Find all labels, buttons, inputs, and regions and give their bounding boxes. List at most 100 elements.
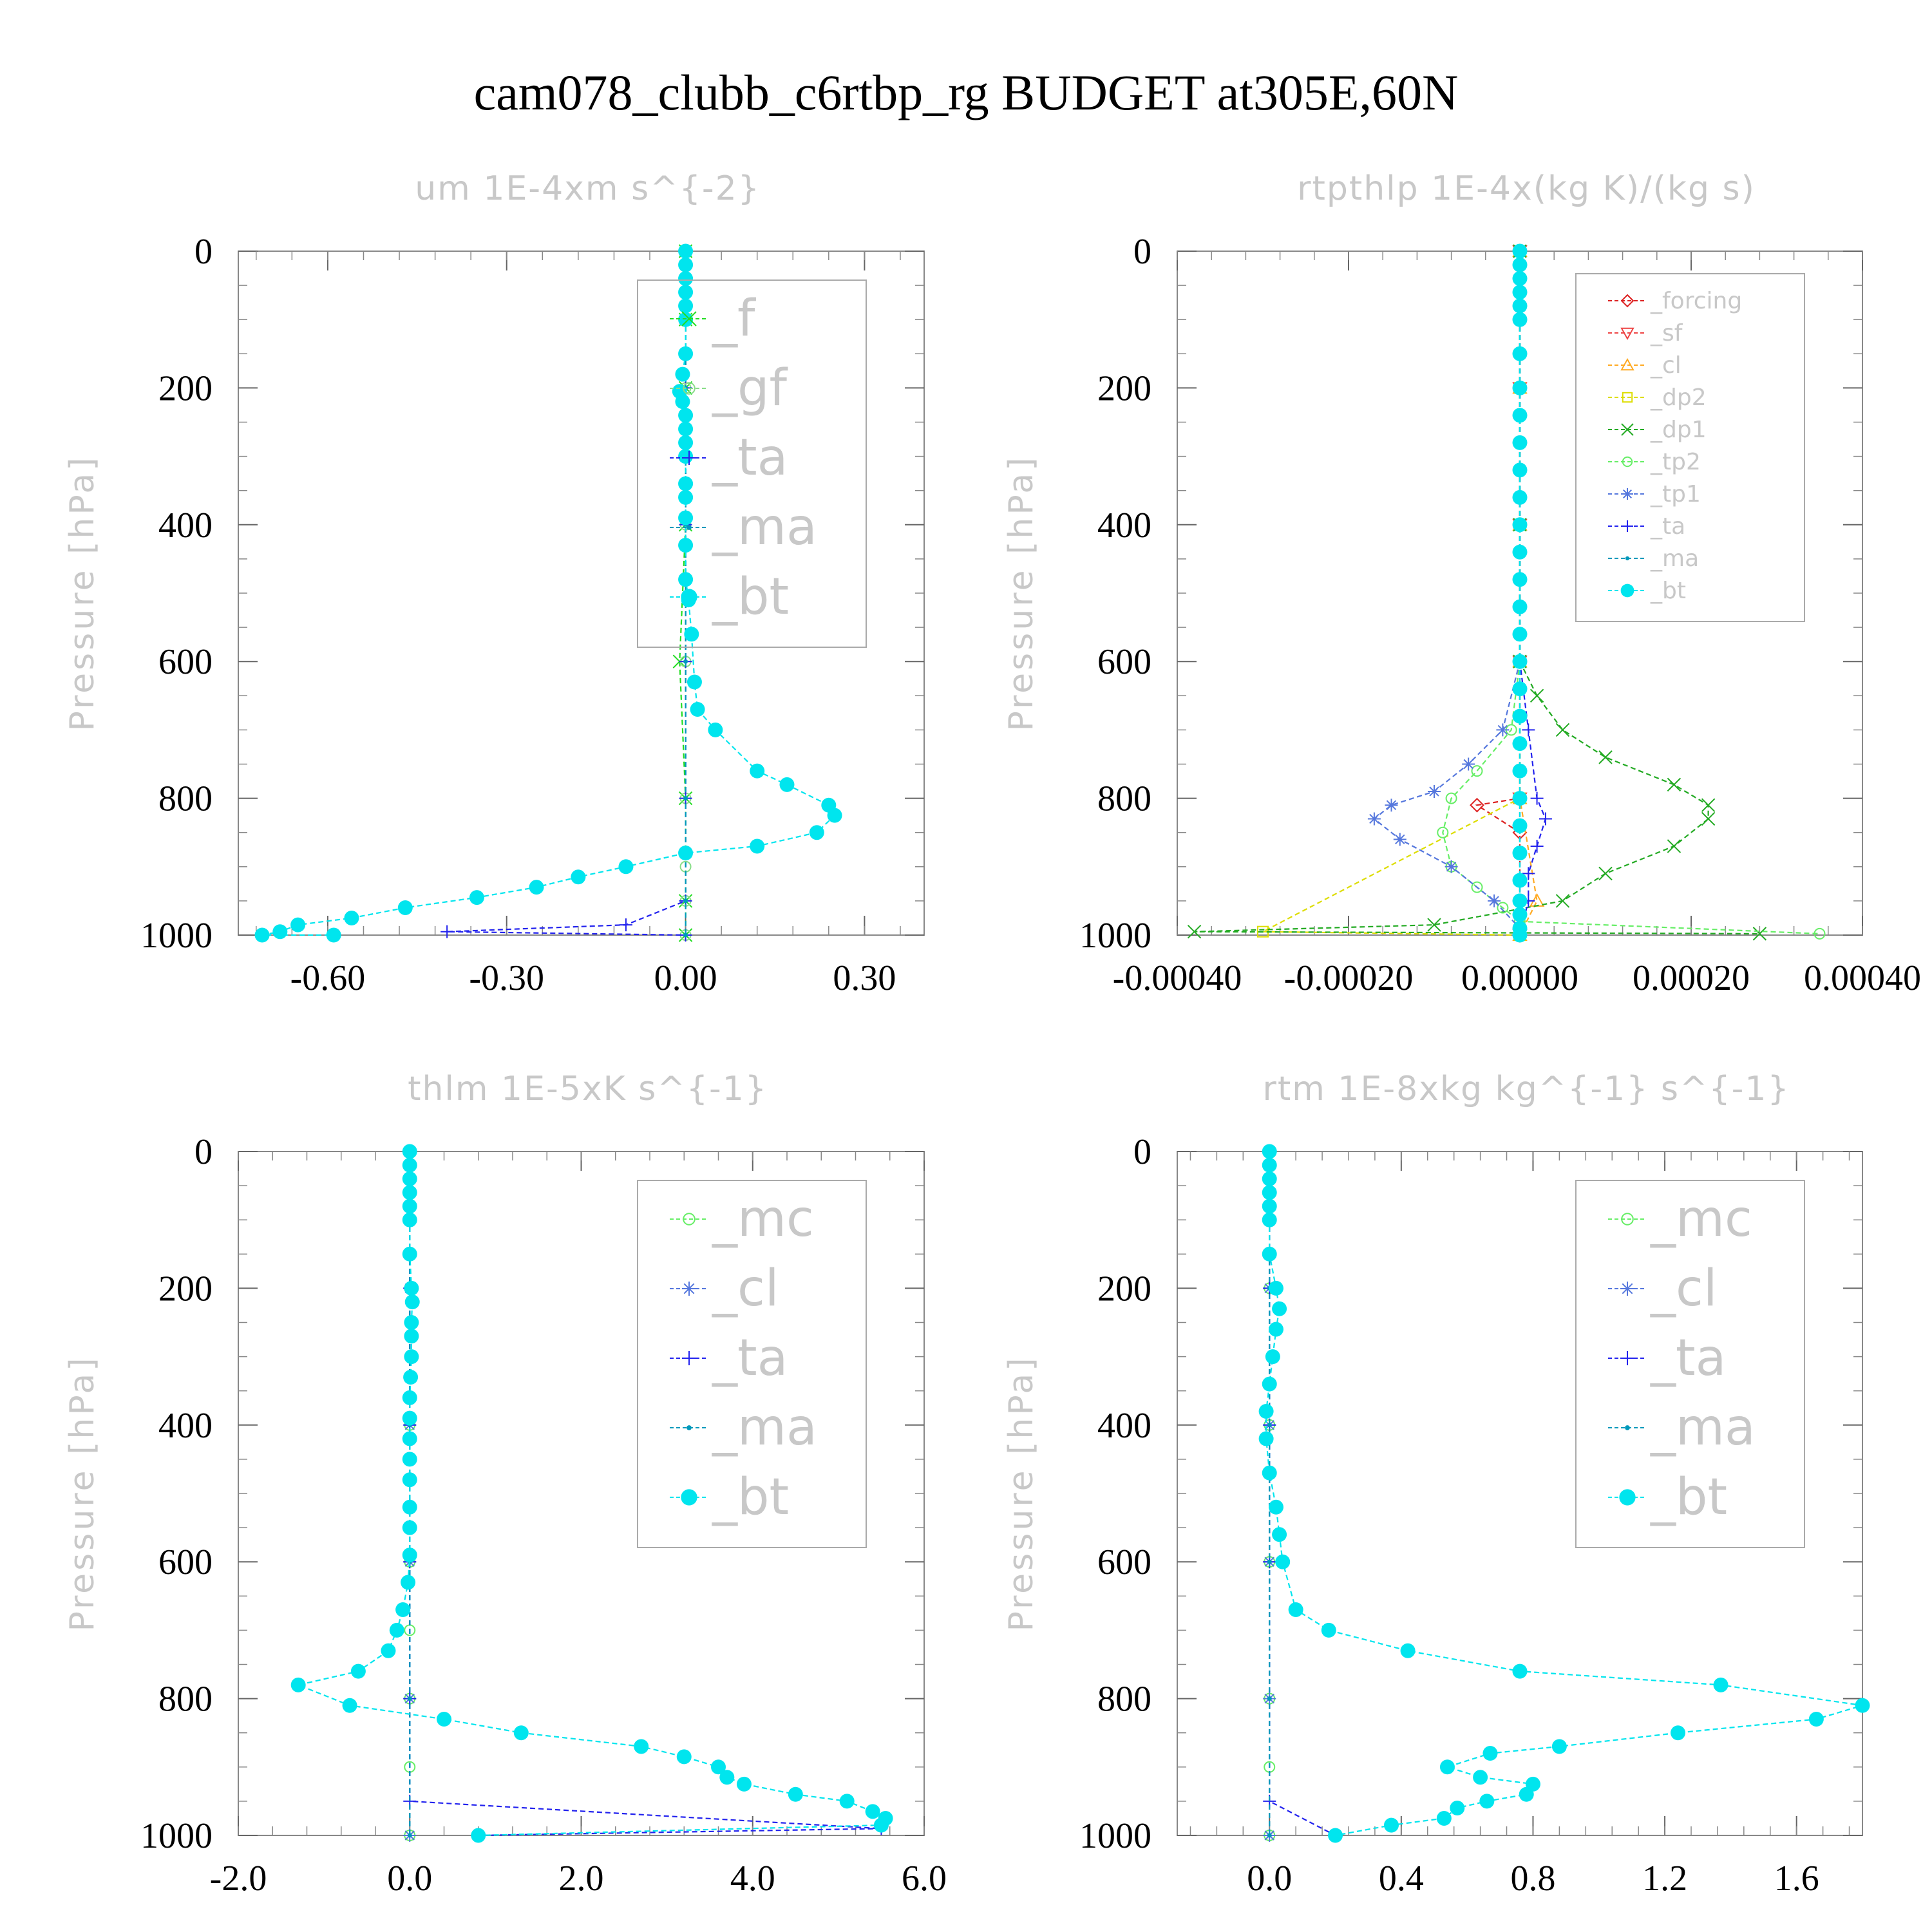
- y-tick-label: 1000: [1079, 916, 1151, 956]
- series-bt-point: [402, 1212, 417, 1227]
- x-tick-label: -0.60: [290, 958, 366, 998]
- y-tick-label: 600: [1097, 1542, 1151, 1582]
- series-group: [290, 1144, 893, 1843]
- series-ma-point: [683, 933, 688, 938]
- legend-ta-label: _ta: [1650, 513, 1685, 540]
- series-bt-point: [1400, 1643, 1416, 1658]
- series-dp1-point: [1555, 894, 1570, 908]
- x-tick-label: -2.0: [210, 1859, 267, 1899]
- legend-ta-label: _ta: [712, 429, 788, 487]
- x-tick-label: 0.0: [1247, 1859, 1292, 1899]
- legend-dp1-marker: [1621, 423, 1634, 436]
- y-axis-label: Pressure [hPa]: [1002, 1356, 1041, 1632]
- series-bt-point: [675, 394, 690, 410]
- series-bt-point: [1272, 1301, 1287, 1316]
- series-tp1-point: [1488, 894, 1501, 907]
- y-tick-label: 800: [1097, 1680, 1151, 1719]
- y-tick-label: 800: [1097, 779, 1151, 819]
- series-bt-point: [381, 1643, 396, 1658]
- series-bt-point: [678, 243, 694, 259]
- series-bt-point: [1262, 1376, 1277, 1392]
- legend-forcing-marker: [1620, 294, 1634, 308]
- legend-box: [637, 1180, 867, 1548]
- series-bt-point: [1268, 1321, 1283, 1337]
- series-bt-point: [678, 298, 694, 314]
- legend-dp2-label: _dp2: [1650, 384, 1707, 411]
- series-bt-point: [1512, 893, 1528, 909]
- legend-tp1-label: _tp1: [1650, 481, 1701, 507]
- legend-tp1-marker: [1622, 488, 1633, 500]
- series-bt-point: [404, 1294, 420, 1310]
- legend-ma-label: _ma: [1650, 545, 1699, 572]
- series-tp1-point: [1428, 784, 1441, 798]
- x-tick-label: 0.0: [387, 1859, 432, 1899]
- series-tp1-point: [1462, 757, 1475, 771]
- series-bt-point: [1512, 243, 1528, 259]
- panel-title: rtm 1E-8xkg kg^{-1} s^{-1}: [1262, 1070, 1790, 1108]
- series-bt-point: [1713, 1677, 1728, 1692]
- series-bt-point: [404, 1349, 419, 1365]
- series-bt-point: [1671, 1725, 1686, 1741]
- series-bt-point: [469, 890, 484, 905]
- series-bt-point: [402, 1472, 417, 1488]
- series-bt-point: [687, 674, 702, 690]
- series-ta-point: [440, 925, 454, 938]
- y-tick-label: 1000: [1079, 1816, 1151, 1856]
- y-tick-label: 1000: [140, 916, 213, 956]
- series-bt-point: [1321, 1622, 1336, 1638]
- series-bt-point: [873, 1817, 889, 1833]
- x-tick-label: 4.0: [730, 1859, 775, 1899]
- legend-bt-marker: [681, 1489, 697, 1506]
- series-bt-point: [389, 1622, 404, 1638]
- legend-mc-marker: [683, 1213, 696, 1226]
- series-bt-point: [678, 285, 694, 300]
- y-tick-label: 200: [1097, 1269, 1151, 1309]
- series-tp1-point: [1367, 812, 1381, 826]
- series-tp1-point: [1393, 833, 1406, 846]
- series-bt-point: [678, 572, 694, 587]
- legend-forcing-label: _forcing: [1650, 288, 1742, 314]
- legend-cl-marker: [1620, 1282, 1634, 1296]
- series-ta-point: [1522, 867, 1535, 880]
- series-bt-point: [1512, 380, 1528, 395]
- x-tick-label: 1.2: [1642, 1859, 1687, 1899]
- series-tp2-point: [1471, 881, 1483, 893]
- legend: _forcing _sf _cl _dp2 _dp1 _tp2 _tp1 _ta _ma _bt: [1575, 273, 1805, 622]
- series-dp1-point: [1427, 918, 1441, 932]
- series-bt-point: [1482, 1746, 1498, 1761]
- series-dp1-point: [1598, 866, 1613, 881]
- legend: _mc _cl _ta _ma _bt: [1575, 1180, 1805, 1548]
- series-bt-point: [1512, 681, 1528, 697]
- series-tp2-point: [1471, 765, 1483, 777]
- series-bt-point: [1262, 1171, 1277, 1186]
- legend-ma-marker: [687, 525, 692, 530]
- legend-ta-marker: [682, 1351, 696, 1365]
- series-bt-point: [404, 1280, 419, 1296]
- series-bt-point: [1512, 462, 1528, 478]
- y-tick-label: 600: [1097, 642, 1151, 682]
- panel-2: rtpthlp 1E-4x(kg K)/(kg s) Pressure [hPa]…: [1002, 169, 1921, 998]
- y-tick-label: 400: [158, 1406, 213, 1446]
- legend-cl-label: _cl: [1650, 1260, 1718, 1318]
- y-tick-label: 400: [158, 506, 213, 545]
- y-tick-label: 200: [1097, 368, 1151, 408]
- legend-ma-label: _ma: [712, 1399, 817, 1457]
- legend-ta-label: _ta: [712, 1329, 788, 1387]
- series-dp1-point: [1667, 777, 1681, 792]
- series-bt-point: [711, 1759, 726, 1775]
- series-bt-point: [395, 1602, 411, 1618]
- y-tick-label: 600: [158, 1542, 213, 1582]
- panel-title: um 1E-4xm s^{-2}: [415, 169, 761, 208]
- legend-cl-label: _cl: [712, 1260, 779, 1318]
- series-bt-point: [1262, 1198, 1277, 1214]
- series-bt-point: [403, 1369, 419, 1385]
- series-bt-point: [326, 927, 341, 943]
- series-ta-point: [1530, 839, 1544, 853]
- series-ma-point: [683, 659, 688, 664]
- series-ta-point: [1539, 812, 1552, 826]
- series-bt-point: [618, 859, 634, 875]
- series-dp1-point: [1530, 688, 1544, 703]
- series-bt-point: [1512, 907, 1528, 922]
- panel-1: um 1E-4xm s^{-2} Pressure [hPa] 0 200 400 600…: [63, 169, 925, 998]
- series-bt-point: [1262, 1212, 1277, 1227]
